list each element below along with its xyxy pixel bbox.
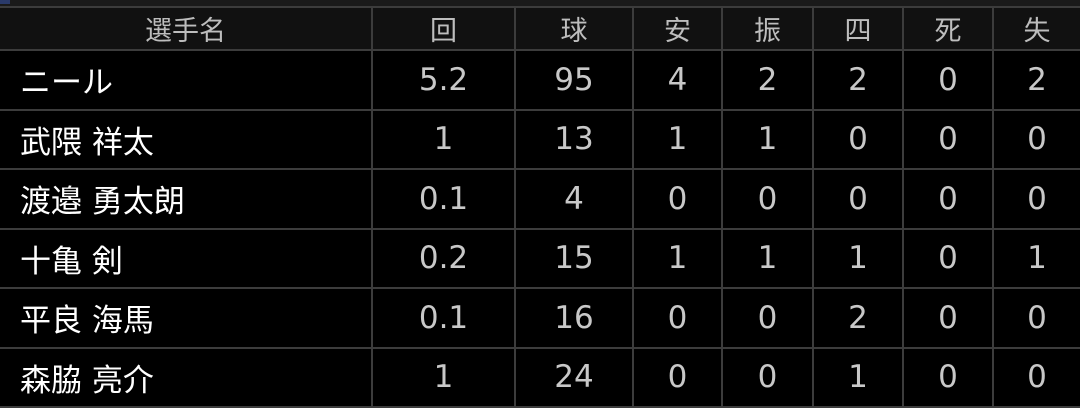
cell-runs-allowed: 1 — [992, 227, 1080, 289]
table-row: 森脇 亮介 1 24 0 0 1 0 0 — [0, 346, 1080, 408]
cell-strikeouts: 0 — [721, 287, 814, 349]
cell-pitches: 95 — [514, 49, 634, 111]
cell-hit-by-pitch: 0 — [902, 108, 994, 170]
player-name: 十亀 剣 — [0, 227, 373, 289]
player-name: 平良 海馬 — [0, 287, 373, 349]
player-name: ニール — [0, 49, 373, 111]
header-runs-allowed: 失 — [992, 6, 1080, 51]
cell-pitches: 13 — [514, 108, 634, 170]
cell-pitches: 24 — [514, 346, 634, 408]
cell-hits: 0 — [632, 287, 723, 349]
cell-hit-by-pitch: 0 — [902, 168, 994, 230]
cell-pitches: 15 — [514, 227, 634, 289]
cell-hit-by-pitch: 0 — [902, 227, 994, 289]
cell-strikeouts: 0 — [721, 168, 814, 230]
cell-hits: 0 — [632, 168, 723, 230]
header-row: 選手名 回 球 安 振 四 死 失 — [0, 6, 1080, 51]
header-hit-by-pitch: 死 — [902, 6, 994, 51]
cell-runs-allowed: 0 — [992, 287, 1080, 349]
cell-innings: 1 — [371, 346, 516, 408]
cell-strikeouts: 1 — [721, 108, 814, 170]
table-row: ニール 5.2 95 4 2 2 0 2 — [0, 49, 1080, 111]
pitching-stats-table: 選手名 回 球 安 振 四 死 失 ニール 5.2 95 4 2 2 0 2 武隈 祥太 1 13 1… — [0, 6, 1080, 408]
cell-walks: 2 — [812, 49, 904, 111]
header-strikeouts: 振 — [721, 6, 814, 51]
cell-innings: 5.2 — [371, 49, 516, 111]
player-name: 森脇 亮介 — [0, 346, 373, 408]
cell-hits: 0 — [632, 346, 723, 408]
header-innings: 回 — [371, 6, 516, 51]
header-walks: 四 — [812, 6, 904, 51]
cell-innings: 0.1 — [371, 168, 516, 230]
top-accent — [0, 0, 10, 4]
cell-innings: 0.2 — [371, 227, 516, 289]
cell-hit-by-pitch: 0 — [902, 49, 994, 111]
cell-strikeouts: 0 — [721, 346, 814, 408]
cell-innings: 0.1 — [371, 287, 516, 349]
header-hits: 安 — [632, 6, 723, 51]
cell-walks: 0 — [812, 168, 904, 230]
cell-walks: 1 — [812, 227, 904, 289]
table-row: 十亀 剣 0.2 15 1 1 1 0 1 — [0, 227, 1080, 289]
player-name: 武隈 祥太 — [0, 108, 373, 170]
cell-hits: 1 — [632, 227, 723, 289]
cell-hit-by-pitch: 0 — [902, 287, 994, 349]
cell-hits: 4 — [632, 49, 723, 111]
player-name: 渡邉 勇太朗 — [0, 168, 373, 230]
cell-strikeouts: 1 — [721, 227, 814, 289]
cell-hits: 1 — [632, 108, 723, 170]
table-row: 渡邉 勇太朗 0.1 4 0 0 0 0 0 — [0, 168, 1080, 230]
cell-walks: 0 — [812, 108, 904, 170]
cell-walks: 2 — [812, 287, 904, 349]
cell-innings: 1 — [371, 108, 516, 170]
cell-walks: 1 — [812, 346, 904, 408]
table-row: 武隈 祥太 1 13 1 1 0 0 0 — [0, 108, 1080, 170]
cell-hit-by-pitch: 0 — [902, 346, 994, 408]
header-player-name: 選手名 — [0, 6, 373, 51]
cell-strikeouts: 2 — [721, 49, 814, 111]
cell-runs-allowed: 0 — [992, 108, 1080, 170]
cell-runs-allowed: 0 — [992, 168, 1080, 230]
cell-runs-allowed: 0 — [992, 346, 1080, 408]
cell-runs-allowed: 2 — [992, 49, 1080, 111]
header-pitches: 球 — [514, 6, 634, 51]
cell-pitches: 4 — [514, 168, 634, 230]
cell-pitches: 16 — [514, 287, 634, 349]
table-row: 平良 海馬 0.1 16 0 0 2 0 0 — [0, 287, 1080, 349]
